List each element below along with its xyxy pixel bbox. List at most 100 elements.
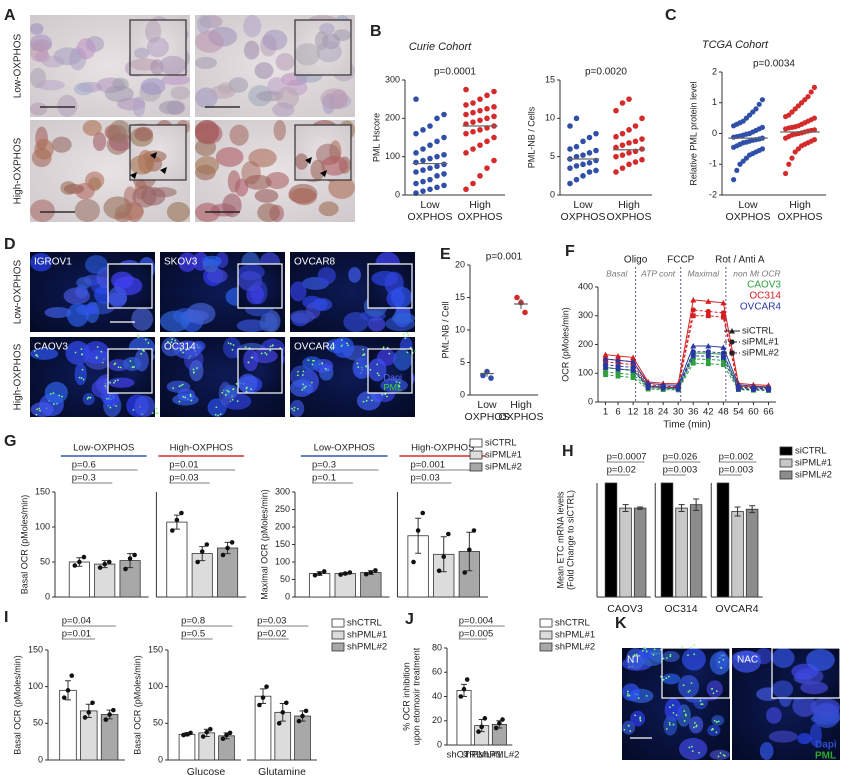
pml-body xyxy=(406,351,409,354)
micrograph xyxy=(772,648,840,698)
y-tick-label: 300 xyxy=(578,310,593,320)
line-series xyxy=(605,362,769,391)
stain-label: PML xyxy=(815,751,836,762)
pml-body xyxy=(38,407,41,410)
pml-body xyxy=(181,383,184,386)
legend-label: siPML#2 xyxy=(485,462,522,473)
nucleus xyxy=(622,720,636,735)
nucleus xyxy=(262,29,288,51)
pml-body xyxy=(722,754,725,756)
bar xyxy=(294,715,311,761)
pml-body xyxy=(245,390,248,393)
x-tick-label: OXPHOS xyxy=(561,211,606,223)
data-point xyxy=(484,165,490,171)
marker xyxy=(645,385,651,391)
data-point xyxy=(264,684,269,689)
pml-body xyxy=(279,347,282,349)
pml-body xyxy=(301,389,304,391)
pml-body xyxy=(398,381,401,384)
pml-body xyxy=(196,367,198,369)
nucleus xyxy=(82,392,95,406)
pml-body xyxy=(409,346,412,349)
bar xyxy=(456,690,472,746)
phase-label: Maximal xyxy=(687,268,720,278)
group-header: High-OXPHOS xyxy=(170,443,233,454)
nucleus xyxy=(637,648,652,660)
p-value: p=0.03 xyxy=(410,473,439,484)
data-point xyxy=(586,150,593,156)
nucleus xyxy=(238,270,263,292)
pml-body xyxy=(669,655,672,658)
legend-swatch xyxy=(539,618,553,628)
y-axis-label: Basal OCR (pMoles/min) xyxy=(19,495,29,595)
pml-body xyxy=(214,413,217,416)
nucleus xyxy=(209,85,236,99)
data-point xyxy=(586,169,593,175)
data-point xyxy=(427,155,433,162)
pml-body xyxy=(365,399,368,402)
data-point xyxy=(613,169,619,175)
data-point xyxy=(427,123,433,129)
pml-body xyxy=(297,408,299,410)
data-point xyxy=(441,171,447,177)
data-point xyxy=(753,106,759,112)
data-point xyxy=(434,184,440,191)
error-bar xyxy=(637,506,644,510)
pml-body xyxy=(635,653,638,656)
pml-body xyxy=(113,381,115,384)
data-point xyxy=(434,115,440,122)
phase-label: Basal xyxy=(606,268,628,278)
annotation: p=0.0001 xyxy=(434,67,476,78)
nucleus xyxy=(290,399,305,418)
data-point xyxy=(72,563,78,568)
data-point xyxy=(470,109,476,116)
pml-body xyxy=(370,399,373,402)
pml-body xyxy=(382,346,385,349)
pml-body xyxy=(247,361,250,364)
pml-body xyxy=(232,388,235,390)
panel-letter: I xyxy=(4,609,8,626)
p-value: p=0.6 xyxy=(72,460,96,471)
y-axis-label: OCR (pMoles/min) xyxy=(560,307,570,382)
pml-body xyxy=(626,694,629,697)
nucleus xyxy=(321,155,348,176)
data-point xyxy=(441,111,447,118)
marker xyxy=(630,367,636,373)
pml-body xyxy=(340,345,343,347)
marker xyxy=(615,360,621,366)
nucleus xyxy=(664,698,682,722)
data-point xyxy=(619,142,626,148)
y-tick-label: 2 xyxy=(712,66,717,76)
data-point xyxy=(567,180,573,187)
y-tick-label: 0 xyxy=(45,591,50,601)
marker xyxy=(705,298,712,304)
y-tick-label: 0 xyxy=(550,189,555,199)
y-tick-label: 150 xyxy=(148,644,163,654)
pml-body xyxy=(265,353,268,356)
nucleus xyxy=(320,88,347,109)
nucleus xyxy=(227,170,241,193)
inset-frame xyxy=(294,124,352,181)
pml-body xyxy=(690,745,693,748)
data-point xyxy=(420,188,426,194)
p-value: p=0.001 xyxy=(410,460,445,471)
nucleus xyxy=(806,648,835,671)
pml-body xyxy=(669,723,671,726)
pml-body xyxy=(245,387,248,390)
nucleus xyxy=(30,199,55,222)
data-point xyxy=(491,104,497,110)
data-point xyxy=(312,573,318,578)
nucleus xyxy=(134,47,150,59)
data-point xyxy=(317,571,322,576)
x-tick-label: High xyxy=(789,199,811,211)
data-point xyxy=(434,153,440,160)
pml-body xyxy=(404,337,407,340)
pml-body xyxy=(695,724,698,727)
x-tick-label: OXPHOS xyxy=(607,211,652,223)
marker xyxy=(602,355,609,362)
data-point xyxy=(470,146,476,152)
data-point xyxy=(184,732,190,737)
p-value: p=0.0007 xyxy=(607,452,647,463)
chart-title: TCGA Cohort xyxy=(702,39,769,51)
data-point xyxy=(477,127,483,133)
